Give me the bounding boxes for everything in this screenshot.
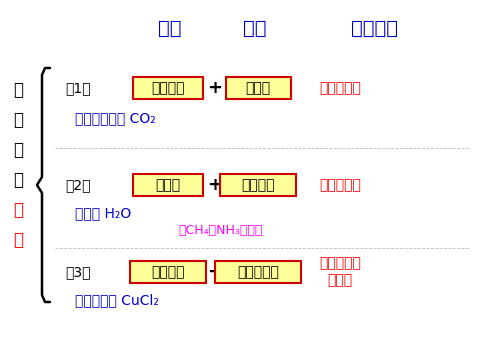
Text: 右边: 右边 (243, 18, 267, 37)
Text: 元: 元 (13, 81, 23, 99)
Text: 序: 序 (13, 231, 23, 249)
Text: （1）: （1） (65, 81, 91, 95)
Text: 如：氯化铜 CuCl₂: 如：氯化铜 CuCl₂ (75, 293, 159, 307)
Text: 另一元素: 另一元素 (241, 178, 275, 192)
Text: 一般规律: 一般规律 (351, 18, 398, 37)
Text: 顺: 顺 (13, 201, 23, 219)
Text: 金属元素: 金属元素 (151, 265, 185, 279)
FancyBboxPatch shape (130, 261, 206, 283)
FancyBboxPatch shape (220, 174, 296, 196)
FancyBboxPatch shape (226, 77, 290, 99)
Text: 如：水 H₂O: 如：水 H₂O (75, 206, 131, 220)
Text: +: + (207, 79, 223, 97)
Text: 左边: 左边 (158, 18, 182, 37)
Text: 氧元素: 氧元素 (245, 81, 271, 95)
Text: （氧在右）: （氧在右） (319, 81, 361, 95)
Text: +: + (207, 263, 223, 281)
Text: 符: 符 (13, 141, 23, 159)
Text: +: + (207, 176, 223, 194)
Text: 号: 号 (13, 171, 23, 189)
FancyBboxPatch shape (133, 77, 203, 99)
Text: （2）: （2） (65, 178, 91, 192)
Text: 氢元素: 氢元素 (156, 178, 180, 192)
Text: 非金属元素: 非金属元素 (237, 265, 279, 279)
Text: （金属元素
在左）: （金属元素 在左） (319, 256, 361, 288)
FancyBboxPatch shape (215, 261, 301, 283)
Text: （3）: （3） (65, 265, 91, 279)
Text: 另一元素: 另一元素 (151, 81, 185, 95)
Text: 素: 素 (13, 111, 23, 129)
FancyBboxPatch shape (133, 174, 203, 196)
Text: （CH₄、NH₃除外）: （CH₄、NH₃除外） (178, 224, 263, 237)
Text: （氢在左）: （氢在左） (319, 178, 361, 192)
Text: 如：二氧化碳 CO₂: 如：二氧化碳 CO₂ (75, 111, 156, 125)
